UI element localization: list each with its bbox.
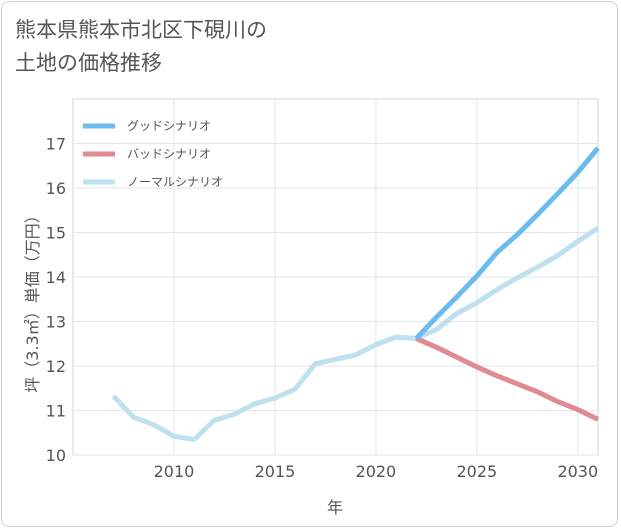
series-line-good <box>414 146 600 341</box>
legend-label-bad: バッドシナリオ <box>127 147 211 161</box>
series-line-normal <box>111 226 600 442</box>
x-axis-title: 年 <box>327 498 343 517</box>
y-tick-label: 11 <box>46 402 66 421</box>
y-tick-label: 17 <box>46 135 66 154</box>
page-title: 熊本県熊本市北区下硯川の 土地の価格推移 <box>15 14 267 80</box>
x-tick-label: 2025 <box>456 462 497 481</box>
legend-label-normal: ノーマルシナリオ <box>127 175 223 189</box>
legend-label-good: グッドシナリオ <box>127 119 211 133</box>
y-tick-label: 15 <box>46 224 66 243</box>
y-tick-label: 14 <box>46 268 66 287</box>
y-tick-label: 10 <box>46 446 66 465</box>
title-line-1: 熊本県熊本市北区下硯川の <box>15 18 267 42</box>
series-lines <box>111 146 600 442</box>
x-tick-label: 2020 <box>356 462 397 481</box>
title-line-2: 土地の価格推移 <box>15 51 162 75</box>
y-tick-label: 16 <box>46 179 66 198</box>
x-tick-label: 2030 <box>557 462 598 481</box>
x-tick-label: 2015 <box>255 462 296 481</box>
y-axis-title: 坪（3.3㎡）単価（万円） <box>23 207 42 392</box>
series-line-bad <box>415 336 600 422</box>
axis-ticks: 2010 2015 2020 2025 2030 10 11 12 13 14 15 16 17 <box>46 135 599 482</box>
y-tick-label: 12 <box>46 357 66 376</box>
x-tick-label: 2010 <box>154 462 195 481</box>
y-tick-label: 13 <box>46 313 66 332</box>
